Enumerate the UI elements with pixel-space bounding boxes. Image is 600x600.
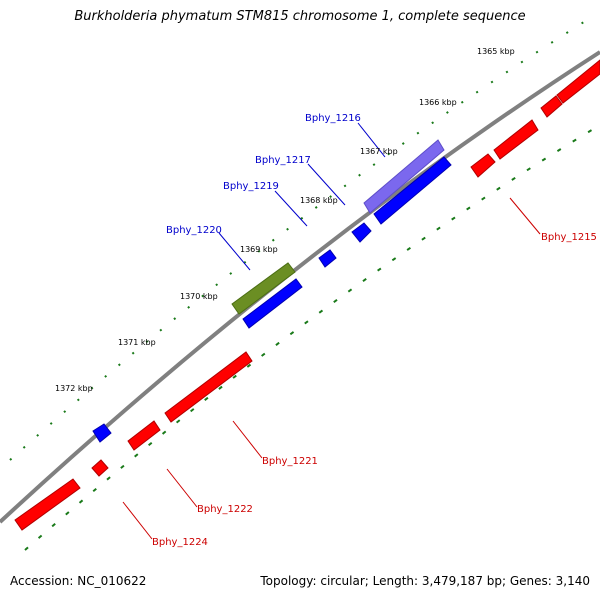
gene-reverse-feature-b[interactable] — [540, 95, 563, 118]
gene-label-bphy-1215[interactable]: Bphy_1215 — [541, 232, 597, 243]
gene-forward-feature[interactable] — [242, 278, 303, 329]
tick-label-1366: 1366 kbp — [419, 98, 457, 107]
leader-bphy-1216 — [357, 122, 386, 158]
forward-strand-genes — [92, 139, 452, 443]
leader-bphy-1215 — [509, 197, 541, 235]
label-leaders — [122, 122, 541, 540]
gene-bphy-1216-feature[interactable] — [363, 139, 445, 214]
gene-label-bphy-1219[interactable]: Bphy_1219 — [223, 181, 279, 192]
tick-label-1365: 1365 kbp — [477, 47, 515, 56]
leader-bphy-1224 — [122, 501, 153, 540]
position-tick-labels: 1365 kbp 1366 kbp 1367 kbp 1368 kbp 1369… — [55, 47, 515, 393]
sequence-summary: Topology: circular; Length: 3,479,187 bp… — [260, 574, 590, 588]
gene-bphy-1219-feature[interactable] — [351, 222, 372, 243]
gene-label-bphy-1221[interactable]: Bphy_1221 — [262, 456, 318, 467]
map-title: Burkholderia phymatum STM815 chromosome … — [74, 9, 526, 24]
reverse-strand-genes — [14, 59, 600, 531]
tick-label-1368: 1368 kbp — [300, 196, 338, 205]
gene-reverse-small-feature[interactable] — [91, 459, 109, 477]
chromosome-backbone — [0, 50, 600, 524]
gene-bphy-1215-feature[interactable] — [470, 153, 496, 178]
tick-label-1370: 1370 kbp — [180, 292, 218, 301]
leader-bphy-1221 — [232, 420, 263, 459]
gene-label-bphy-1222[interactable]: Bphy_1222 — [197, 504, 253, 515]
gene-forward-small-feature[interactable] — [92, 423, 112, 443]
gene-bphy-1221-feature[interactable] — [164, 351, 253, 423]
gene-reverse-feature-a[interactable] — [493, 119, 539, 160]
gene-label-bphy-1220[interactable]: Bphy_1220 — [166, 225, 222, 236]
leader-bphy-1219 — [274, 190, 308, 227]
gene-bphy-1217-feature[interactable] — [373, 156, 452, 225]
tick-label-1367: 1367 kbp — [360, 147, 398, 156]
tick-label-1371: 1371 kbp — [118, 338, 156, 347]
inner-tick-track — [9, 14, 596, 461]
gene-label-bphy-1216[interactable]: Bphy_1216 — [305, 113, 361, 124]
accession-text: Accession: NC_010622 — [10, 574, 147, 588]
leader-bphy-1222 — [166, 468, 198, 508]
leader-bphy-1217 — [307, 163, 346, 206]
gene-label-bphy-1224[interactable]: Bphy_1224 — [152, 537, 208, 548]
outer-tick-track — [24, 124, 600, 551]
gene-bphy-1224-feature[interactable] — [14, 478, 81, 531]
gene-bphy-1222-feature[interactable] — [127, 420, 161, 451]
tick-label-1372: 1372 kbp — [55, 384, 93, 393]
leader-bphy-1220 — [218, 232, 251, 271]
gene-label-bphy-1217[interactable]: Bphy_1217 — [255, 155, 311, 166]
gene-reverse-feature-c[interactable] — [556, 59, 600, 104]
gene-labels: Bphy_1216 Bphy_1217 Bphy_1219 Bphy_1220 … — [152, 113, 597, 548]
gene-bphy-1220-feature[interactable] — [318, 249, 337, 268]
tick-label-1369: 1369 kbp — [240, 245, 278, 254]
gene-green-feature[interactable] — [231, 262, 296, 315]
